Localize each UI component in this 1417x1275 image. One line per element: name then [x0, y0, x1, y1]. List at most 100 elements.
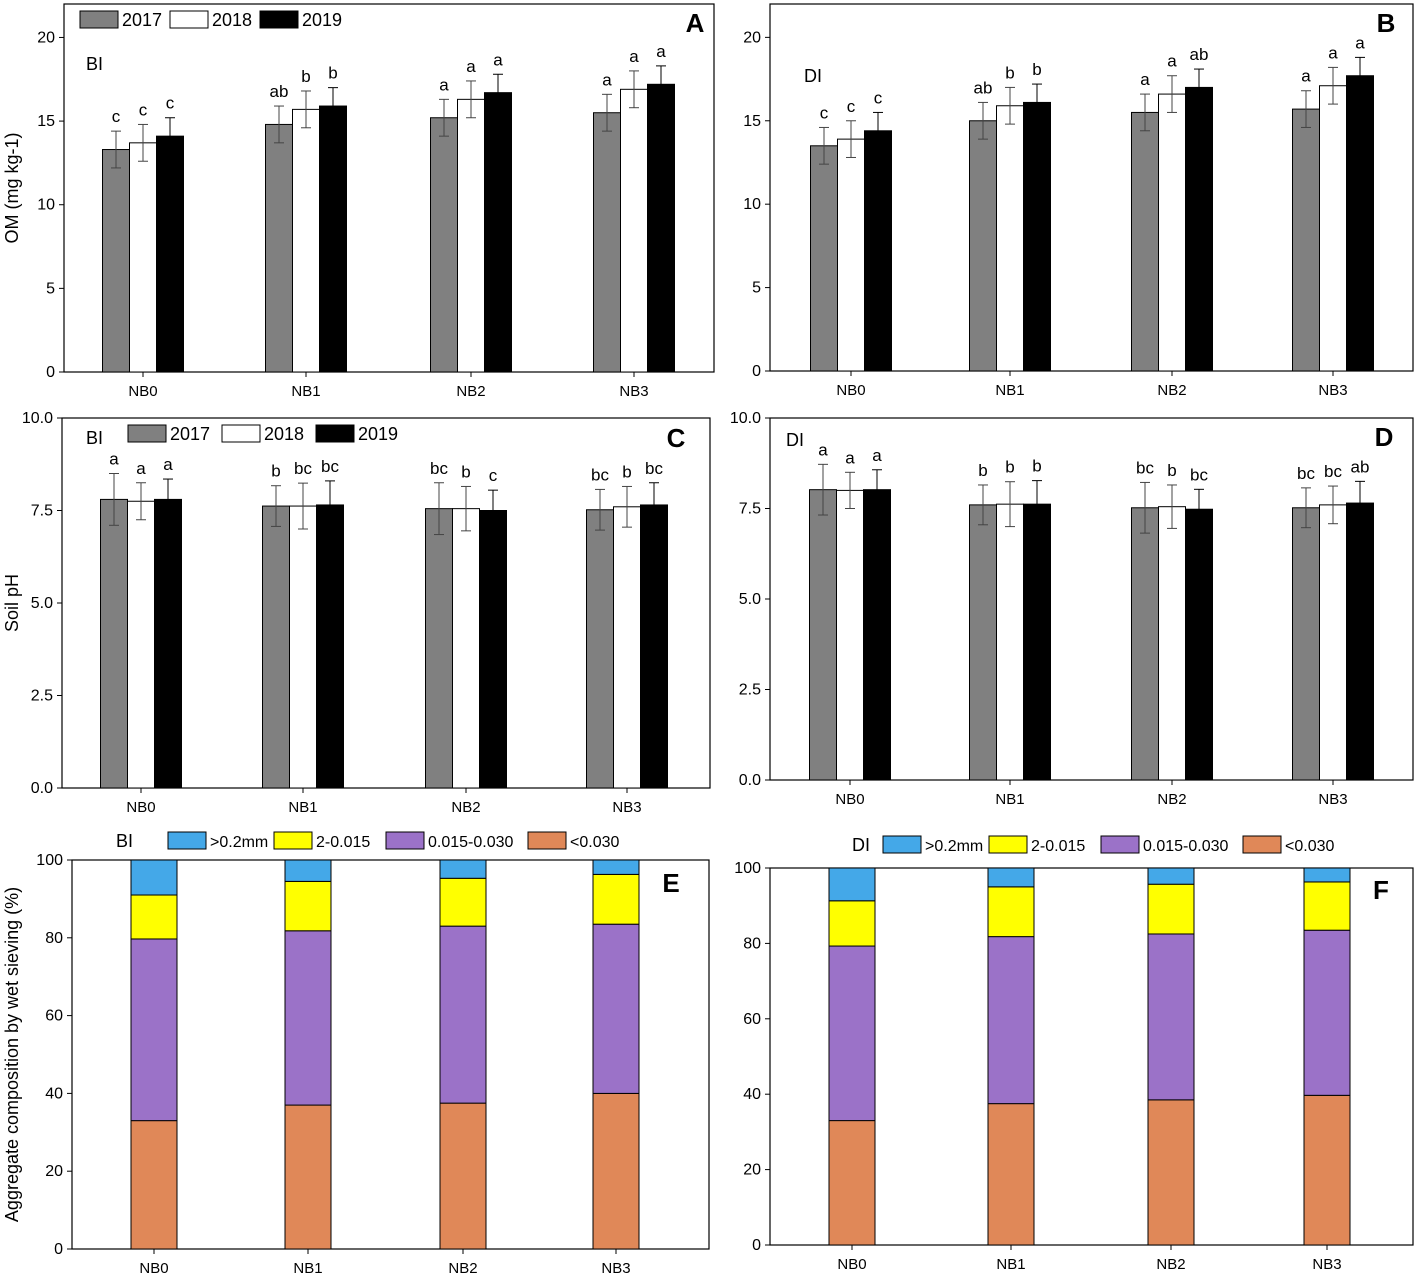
significance-letter: c: [112, 107, 121, 126]
bar-2017: [262, 505, 290, 789]
stack-segment-20015: [1147, 883, 1195, 935]
significance-letter: bc: [1324, 462, 1342, 481]
panel-e: 0 20 40 60 80 100 NB0 NB1 NB2 NB3 Aggregate compos…: [2, 831, 710, 1275]
stack-segment-0030: [592, 1092, 640, 1250]
x-tick-label: NB3: [601, 1260, 630, 1275]
x-tick-label: NB3: [1318, 382, 1347, 399]
bar-2019: [156, 135, 184, 373]
stack-segment-02mm: [1303, 867, 1351, 883]
bar-2019: [316, 504, 344, 789]
plot-frame: [769, 867, 1414, 1246]
legend-label: 0.015-0.030: [428, 834, 514, 851]
y-tick-label: 0.0: [31, 780, 53, 797]
x-tick-label: NB1: [996, 1256, 1025, 1273]
stack-segment-20015: [439, 877, 487, 927]
stack-segment-00150030: [592, 923, 640, 1094]
significance-letter: a: [1301, 67, 1311, 86]
inset-label: DI: [786, 430, 804, 450]
y-tick-label: 20: [37, 29, 55, 46]
x-tick-label: NB3: [612, 799, 641, 816]
stack-segment-20015: [987, 886, 1035, 938]
bar-2019: [863, 489, 891, 781]
y-tick-label: 0: [752, 1237, 761, 1254]
legend-swatch: [385, 831, 425, 850]
significance-letter: bc: [294, 459, 312, 478]
bar-2018: [1319, 85, 1347, 372]
legend-swatch: [527, 831, 567, 850]
bar-2018: [620, 88, 648, 373]
significance-letter: c: [166, 94, 175, 113]
significance-letter: a: [1140, 70, 1150, 89]
y-tick-label: 15: [743, 113, 761, 130]
significance-letter: bc: [1190, 465, 1208, 484]
significance-letter: ab: [270, 82, 289, 101]
x-tick-label: NB1: [293, 1260, 322, 1275]
significance-letter: bc: [1297, 464, 1315, 483]
bar-2017: [430, 117, 458, 373]
bar-2018: [837, 138, 865, 372]
significance-letter: c: [874, 88, 883, 107]
bar-2018: [1319, 504, 1347, 781]
stack-segment-00150030: [828, 945, 876, 1122]
y-tick-label: 5: [752, 280, 761, 297]
y-tick-label: 40: [45, 1085, 63, 1102]
legend-swatch-2017: [79, 10, 119, 29]
bar-2017: [593, 112, 621, 373]
bar-2019: [1185, 508, 1213, 781]
y-tick-label: 60: [743, 1011, 761, 1028]
bar-2018: [836, 489, 864, 781]
legend-label: 2-0.015: [316, 834, 370, 851]
bar-2019: [864, 130, 892, 372]
y-tick-label: 5.0: [739, 591, 761, 608]
y-tick-label: 80: [45, 930, 63, 947]
significance-letter: bc: [430, 459, 448, 478]
bar-2017: [100, 498, 128, 789]
y-tick-label: 7.5: [31, 503, 53, 520]
inset-label: DI: [852, 835, 870, 855]
legend-label: 0.015-0.030: [1143, 838, 1229, 855]
inset-label: DI: [804, 66, 822, 86]
legend-swatch-2017: [127, 424, 167, 443]
significance-letter: b: [301, 67, 310, 86]
y-tick-label: 100: [734, 860, 761, 877]
y-tick-label: 20: [743, 29, 761, 46]
bar-2019: [1185, 86, 1213, 372]
significance-letter: bc: [321, 457, 339, 476]
y-tick-label: 100: [36, 852, 63, 869]
legend-label: 2018: [264, 424, 304, 444]
y-tick-label: 2.5: [31, 688, 53, 705]
x-tick-label: NB0: [126, 799, 155, 816]
significance-letter: bc: [1136, 458, 1154, 477]
x-tick-label: NB3: [1318, 791, 1347, 808]
x-tick-label: NB1: [995, 382, 1024, 399]
bar-2019: [1023, 101, 1051, 372]
bar-2019: [1346, 502, 1374, 781]
panel-letter: A: [686, 8, 705, 38]
significance-letter: a: [629, 47, 639, 66]
y-tick-label: 40: [743, 1086, 761, 1103]
significance-letter: b: [271, 462, 280, 481]
bar-2019: [479, 510, 507, 789]
x-tick-label: NB2: [1157, 791, 1186, 808]
legend-swatch-2019: [315, 424, 355, 443]
y-tick-label: 5: [46, 280, 55, 297]
stack-segment-0030: [130, 1120, 178, 1250]
y-tick-label: 60: [45, 1008, 63, 1025]
stack-segment-0030: [828, 1120, 876, 1246]
x-tick-label: NB1: [288, 799, 317, 816]
significance-letter: a: [466, 57, 476, 76]
bar-2018: [127, 500, 155, 789]
legend-swatch-2018: [169, 10, 209, 29]
significance-letter: a: [136, 459, 146, 478]
stack-segment-20015: [284, 880, 332, 932]
significance-letter: b: [461, 462, 470, 481]
bar-2018: [292, 108, 320, 373]
x-tick-label: NB1: [291, 383, 320, 400]
significance-letter: b: [1032, 60, 1041, 79]
stack-segment-0030: [439, 1102, 487, 1250]
legend-swatch-2019: [259, 10, 299, 29]
significance-letter: bc: [645, 459, 663, 478]
stack-segment-0030: [987, 1103, 1035, 1246]
y-tick-label: 5.0: [31, 595, 53, 612]
